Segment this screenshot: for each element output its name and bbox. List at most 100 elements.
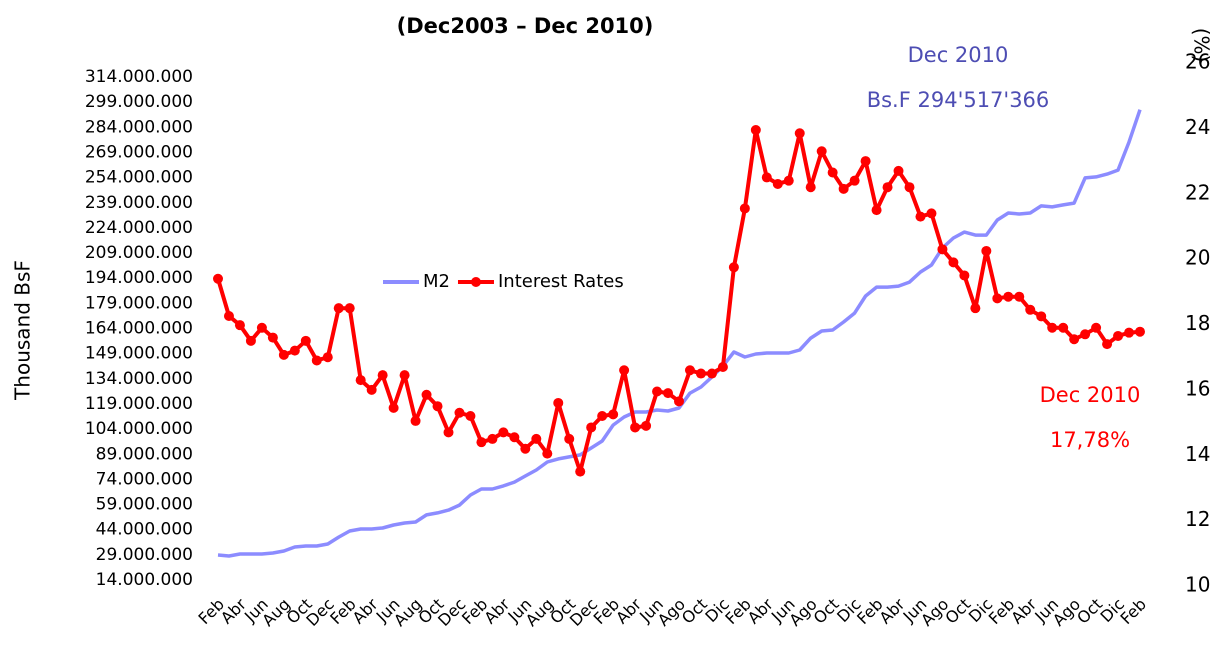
y-tick-label: 104.000.000 — [85, 419, 193, 439]
data-point — [1091, 322, 1102, 333]
y-tick-label: 29.000.000 — [96, 545, 193, 565]
legend-label: M2 — [423, 271, 450, 292]
y2-tick-label: 26 — [1185, 50, 1210, 74]
data-point — [399, 370, 410, 381]
y2-axis-title: (%) — [1190, 28, 1214, 63]
y-tick-label: 59.000.000 — [96, 495, 193, 515]
series-line — [217, 109, 1142, 558]
y-tick-label: 164.000.000 — [85, 319, 193, 339]
data-point — [739, 203, 750, 214]
data-point — [553, 397, 564, 408]
data-point — [487, 433, 498, 444]
data-point — [1036, 311, 1047, 322]
data-point — [959, 270, 970, 281]
data-point — [520, 443, 531, 454]
data-point — [300, 335, 311, 346]
y-tick-label: 314.000.000 — [85, 67, 193, 87]
y-tick-label: 119.000.000 — [85, 394, 193, 414]
y-tick-label: 224.000.000 — [85, 218, 193, 238]
y-tick-label: 209.000.000 — [85, 243, 193, 263]
data-point — [860, 156, 871, 167]
data-point — [1113, 330, 1124, 341]
data-point — [1047, 322, 1058, 333]
data-point — [344, 303, 355, 314]
data-point — [1069, 334, 1080, 345]
data-point — [761, 172, 772, 183]
annotation: Dec 2010 — [1040, 383, 1141, 407]
data-point — [827, 167, 838, 178]
data-point — [992, 293, 1003, 304]
chart-title: (Dec2003 – Dec 2010) — [397, 14, 654, 38]
y2-tick-label: 20 — [1185, 246, 1210, 270]
y-tick-label: 239.000.000 — [85, 193, 193, 213]
y2-tick-label: 14 — [1185, 442, 1210, 466]
data-point — [728, 262, 739, 273]
y-tick-label: 194.000.000 — [85, 268, 193, 288]
annotation: Bs.F 294'517'366 — [867, 88, 1050, 112]
data-point — [366, 384, 377, 395]
data-point — [454, 407, 465, 418]
data-point — [926, 208, 937, 219]
data-point — [674, 396, 684, 407]
data-point — [213, 273, 223, 284]
y-tick-label: 14.000.000 — [96, 570, 193, 590]
data-point — [849, 175, 860, 186]
legend-label: Interest Rates — [498, 271, 624, 292]
y-axis-title: Thousand BsF — [11, 260, 35, 401]
data-point — [750, 125, 761, 136]
data-point — [783, 175, 794, 186]
data-point — [377, 370, 388, 381]
data-point — [355, 375, 366, 386]
data-point — [289, 345, 300, 356]
data-point — [706, 368, 717, 379]
data-point — [465, 411, 476, 422]
data-point — [619, 365, 630, 376]
data-point — [1124, 327, 1135, 338]
data-point — [641, 420, 652, 431]
data-point — [663, 388, 674, 399]
y2-tick-label: 24 — [1185, 115, 1210, 139]
y2-tick-label: 16 — [1185, 376, 1210, 400]
data-point — [904, 182, 915, 193]
data-point — [256, 322, 267, 333]
y-tick-label: 149.000.000 — [85, 344, 193, 364]
data-point — [937, 244, 948, 255]
data-point — [1014, 291, 1025, 302]
y-tick-label: 284.000.000 — [85, 117, 193, 137]
y-tick-label: 269.000.000 — [85, 142, 193, 162]
data-point — [586, 422, 597, 433]
data-point — [717, 361, 728, 372]
data-point — [1135, 326, 1145, 337]
data-point — [410, 415, 421, 426]
data-point — [684, 365, 695, 376]
data-point — [1058, 322, 1069, 333]
data-point — [311, 355, 322, 366]
y-tick-label: 299.000.000 — [85, 92, 193, 112]
data-point — [630, 422, 641, 433]
y-tick-label: 44.000.000 — [96, 520, 193, 540]
y2-tick-label: 10 — [1185, 573, 1210, 597]
data-point — [794, 128, 805, 139]
y-tick-label: 89.000.000 — [96, 444, 193, 464]
data-point — [322, 352, 333, 363]
data-point — [509, 432, 520, 443]
y-tick-label: 134.000.000 — [85, 369, 193, 389]
annotation: Dec 2010 — [908, 43, 1009, 67]
y-tick-label: 179.000.000 — [85, 293, 193, 313]
data-point — [443, 427, 454, 438]
data-point — [234, 320, 245, 331]
y2-tick-label: 22 — [1185, 180, 1210, 204]
data-point — [245, 335, 256, 346]
data-point — [871, 205, 882, 216]
data-point — [652, 386, 663, 397]
data-point — [278, 349, 289, 360]
data-point — [970, 303, 981, 314]
data-point — [608, 409, 619, 420]
data-point — [498, 427, 509, 438]
data-point — [1080, 329, 1091, 340]
data-point — [915, 211, 926, 222]
data-point — [223, 311, 234, 322]
data-point — [695, 368, 706, 379]
